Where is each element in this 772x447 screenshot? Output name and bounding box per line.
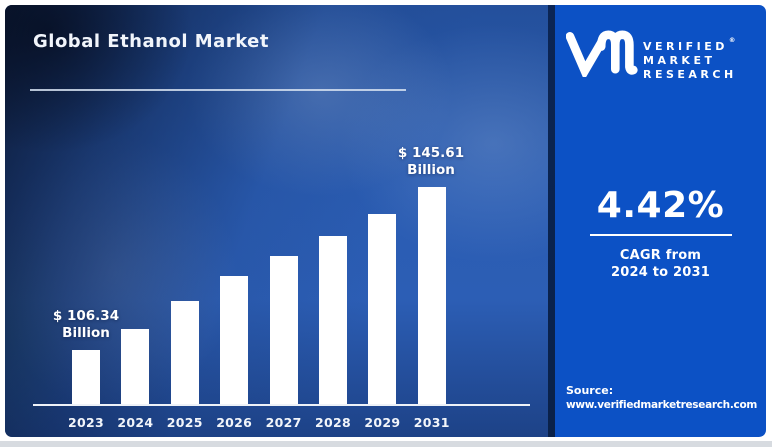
infographic-canvas: Global Ethanol Market 2023 2024 2025 2026 20… xyxy=(5,5,766,437)
cagr-block: 4.42% CAGR from 2024 to 2031 xyxy=(555,185,766,281)
brand-wordmark-line2: MARKET xyxy=(643,54,716,67)
value-label-2023-unit: Billion xyxy=(62,325,110,341)
panel-divider xyxy=(548,5,555,437)
page-title: Global Ethanol Market xyxy=(33,31,269,52)
year-label-2026: 2026 xyxy=(216,415,253,430)
bar-chart: 2023 2024 2025 2026 2027 2028 2029 2031 $ 106.3… xyxy=(33,121,530,430)
brand-wordmark: VERIFIED® MARKET RESEARCH xyxy=(643,33,737,82)
source-url[interactable]: www.verifiedmarketresearch.com xyxy=(566,399,758,411)
value-label-2031: $ 145.61 Billion xyxy=(398,145,464,179)
bar-2023: 2023 xyxy=(68,350,104,430)
year-label-2025: 2025 xyxy=(166,415,203,430)
year-label-2029: 2029 xyxy=(364,415,401,430)
year-label-2028: 2028 xyxy=(315,415,351,430)
brand-logo: VERIFIED® MARKET RESEARCH xyxy=(566,27,737,82)
title-underline xyxy=(30,89,406,91)
brand-panel: VERIFIED® MARKET RESEARCH 4.42% CAGR fro… xyxy=(555,5,766,437)
value-label-2023: $ 106.34 Billion xyxy=(53,308,119,342)
year-label-2031: 2031 xyxy=(413,415,450,430)
bar-2026: 2026 xyxy=(216,276,252,430)
brand-wordmark-line1: VERIFIED® xyxy=(643,36,736,53)
cagr-caption-line1: CAGR from xyxy=(619,248,702,263)
cagr-value: 4.42% xyxy=(596,185,725,226)
bar-2029: 2029 xyxy=(364,214,400,430)
bar-2028: 2028 xyxy=(315,236,351,430)
year-label-2027: 2027 xyxy=(265,415,302,430)
bar-2031: 2031 xyxy=(414,187,449,430)
brand-wordmark-line3: RESEARCH xyxy=(643,68,737,81)
source-label: Source: xyxy=(566,384,614,397)
cagr-caption: CAGR from 2024 to 2031 xyxy=(555,247,766,281)
bar-2025: 2025 xyxy=(167,301,202,430)
bar-2024: 2024 xyxy=(117,329,153,430)
vmr-monogram-icon xyxy=(566,30,638,77)
chart-panel: Global Ethanol Market 2023 2024 2025 2026 20… xyxy=(5,5,548,437)
cagr-underline xyxy=(589,234,732,236)
value-label-2023-amount: $ 106.34 xyxy=(52,308,120,324)
year-label-2024: 2024 xyxy=(117,415,154,430)
bar-2027: 2027 xyxy=(266,256,301,430)
registered-trademark-icon: ® xyxy=(728,36,736,44)
cagr-caption-line2: 2024 to 2031 xyxy=(611,265,710,280)
value-label-2031-amount: $ 145.61 xyxy=(397,145,465,161)
year-label-2023: 2023 xyxy=(68,415,104,430)
value-label-2031-unit: Billion xyxy=(407,162,455,178)
source: Source: www.verifiedmarketresearch.com xyxy=(566,383,757,413)
